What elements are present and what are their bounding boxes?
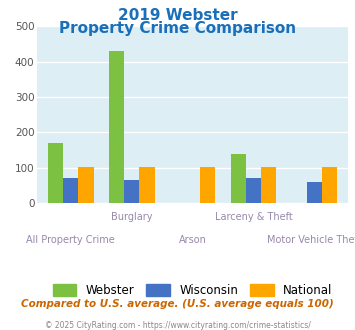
Text: Compared to U.S. average. (U.S. average equals 100): Compared to U.S. average. (U.S. average … bbox=[21, 299, 334, 309]
Bar bbox=[78, 167, 94, 203]
Bar bbox=[231, 154, 246, 203]
Bar bbox=[322, 167, 337, 203]
Text: © 2025 CityRating.com - https://www.cityrating.com/crime-statistics/: © 2025 CityRating.com - https://www.city… bbox=[45, 321, 310, 330]
Text: All Property Crime: All Property Crime bbox=[26, 235, 115, 245]
Bar bbox=[261, 167, 276, 203]
Bar bbox=[307, 182, 322, 203]
Text: Property Crime Comparison: Property Crime Comparison bbox=[59, 21, 296, 36]
Bar bbox=[139, 167, 154, 203]
Bar bbox=[246, 178, 261, 203]
Bar bbox=[200, 167, 215, 203]
Text: Burglary: Burglary bbox=[111, 212, 152, 222]
Text: 2019 Webster: 2019 Webster bbox=[118, 8, 237, 23]
Bar bbox=[48, 143, 63, 203]
Text: Arson: Arson bbox=[179, 235, 207, 245]
Bar bbox=[109, 51, 124, 203]
Bar bbox=[63, 178, 78, 203]
Text: Larceny & Theft: Larceny & Theft bbox=[215, 212, 293, 222]
Text: Motor Vehicle Theft: Motor Vehicle Theft bbox=[267, 235, 355, 245]
Legend: Webster, Wisconsin, National: Webster, Wisconsin, National bbox=[48, 280, 337, 302]
Bar bbox=[124, 180, 139, 203]
